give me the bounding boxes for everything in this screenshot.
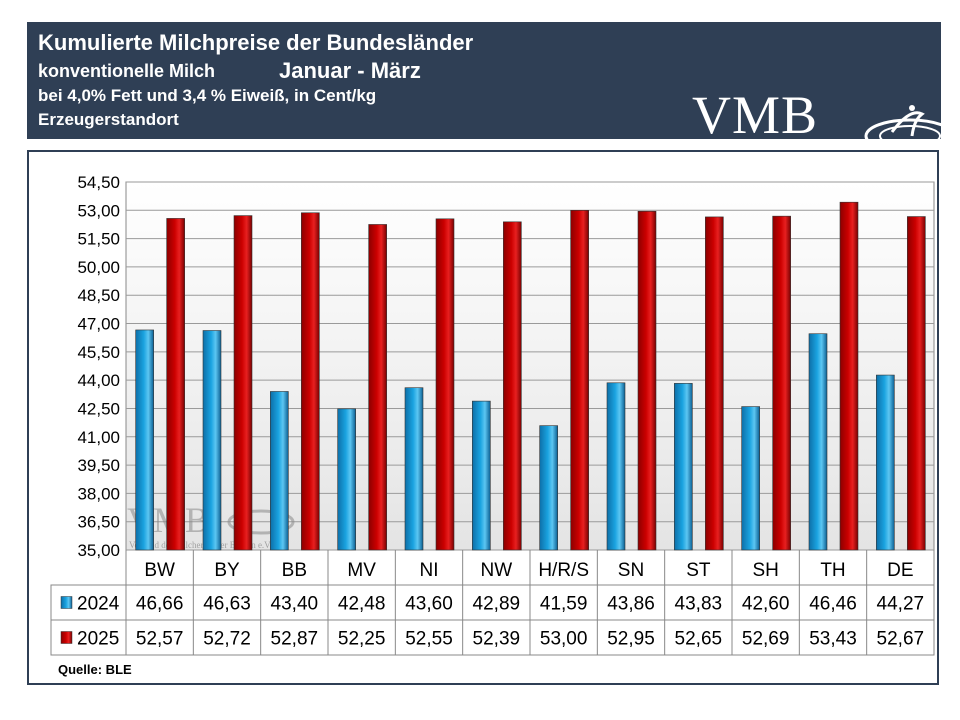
bar-2024: [270, 391, 289, 551]
data-value-2025: 52,55: [405, 629, 453, 650]
bar-2025: [570, 210, 589, 551]
data-value-2025: 52,67: [877, 629, 925, 650]
legend-swatch-2024: [60, 596, 73, 609]
subtitle-composition: bei 4,0% Fett und 3,4 % Eiweiß, in Cent/…: [38, 86, 377, 105]
bar-2024: [135, 329, 154, 551]
plot-area: [125, 181, 935, 551]
bar-2025: [839, 201, 859, 551]
data-value-2024: 42,60: [742, 594, 790, 615]
data-value-2024: 46,63: [203, 594, 251, 615]
subtitle-milk-type: konventionelle Milch: [38, 61, 216, 81]
data-value-2025: 52,25: [338, 629, 386, 650]
bar-2025: [435, 218, 455, 551]
bar-2025: [166, 218, 185, 551]
legend-label-2025: 2025: [77, 629, 119, 650]
bar-2024: [674, 383, 693, 551]
x-category-label: NI: [420, 560, 439, 581]
legend-label-2024: 2024: [77, 594, 120, 615]
data-value-2025: 52,95: [607, 629, 655, 650]
bar-2025: [301, 212, 320, 551]
data-value-2024: 46,66: [136, 594, 184, 615]
y-tick-label: 50,00: [77, 258, 120, 277]
y-tick-label: 48,50: [77, 286, 120, 305]
x-category-label: NW: [481, 560, 513, 581]
x-category-label: BB: [282, 560, 307, 581]
legend-swatch-2025: [60, 631, 73, 644]
data-value-2024: 43,60: [405, 594, 453, 615]
bar-2024: [606, 382, 626, 551]
bar-2024: [741, 406, 760, 551]
bar-2025: [705, 216, 724, 551]
bar-2025: [772, 215, 791, 551]
data-value-2025: 52,57: [136, 629, 184, 650]
x-category-label: SN: [618, 560, 644, 581]
data-value-2024: 43,40: [271, 594, 319, 615]
data-value-2025: 52,72: [203, 629, 251, 650]
bar-2025: [233, 215, 253, 551]
period-label: Januar - März: [279, 58, 421, 83]
bar-2024: [539, 425, 558, 551]
subtitle-location: Erzeugerstandort: [38, 110, 179, 129]
y-tick-label: 36,50: [77, 513, 120, 532]
y-tick-label: 45,50: [77, 343, 120, 362]
bar-2024: [404, 387, 424, 551]
chart-panel: 35,00 36,50 38,00 39,50 41,00 42,50 44,00 45,50…: [27, 150, 939, 685]
x-category-label: H/R/S: [538, 560, 589, 581]
source-note: Quelle: BLE: [58, 662, 132, 677]
x-category-label: SH: [752, 560, 778, 581]
data-value-2025: 52,69: [742, 629, 790, 650]
data-value-2024: 41,59: [540, 594, 588, 615]
bar-2024: [472, 400, 491, 551]
y-tick-label: 47,00: [77, 315, 120, 334]
bar-2025: [907, 216, 926, 551]
y-tick-label: 51,50: [77, 230, 120, 249]
header-banner: Kumulierte Milchpreise der Bundesländer …: [27, 22, 956, 154]
data-value-2025: 52,65: [675, 629, 723, 650]
bar-2024: [202, 330, 222, 551]
data-value-2025: 53,43: [809, 629, 857, 650]
x-category-label: BW: [144, 560, 175, 581]
y-tick-label: 38,00: [77, 484, 120, 503]
y-tick-label: 53,00: [77, 201, 120, 220]
y-tick-label: 39,50: [77, 456, 120, 475]
page-title: Kumulierte Milchpreise der Bundesländer: [38, 30, 474, 55]
bar-2024: [337, 408, 356, 551]
x-category-label: BY: [214, 560, 240, 581]
data-value-2024: 43,86: [607, 594, 655, 615]
y-tick-label: 41,00: [77, 428, 120, 447]
y-tick-label: 54,50: [77, 173, 120, 192]
data-value-2024: 46,46: [809, 594, 857, 615]
bar-2025: [637, 210, 657, 551]
data-value-2025: 52,39: [473, 629, 521, 650]
bar-2025: [503, 221, 522, 551]
x-category-label: ST: [686, 560, 711, 581]
data-value-2025: 53,00: [540, 629, 588, 650]
data-value-2025: 52,87: [271, 629, 319, 650]
bar-chart: 35,00 36,50 38,00 39,50 41,00 42,50 44,00 45,50…: [50, 173, 935, 656]
x-category-label: MV: [347, 560, 376, 581]
watermark-mark-icon: [227, 509, 295, 535]
bar-2025: [368, 224, 387, 551]
data-value-2024: 42,48: [338, 594, 386, 615]
y-tick-label: 44,00: [77, 371, 120, 390]
watermark-caption: Verband der Milcherzeuger Bayern e.V.: [129, 540, 272, 550]
data-value-2024: 44,27: [877, 594, 925, 615]
x-category-label: TH: [820, 560, 845, 581]
x-category-label: DE: [887, 560, 913, 581]
y-tick-label: 35,00: [77, 541, 120, 560]
vmb-logo: VMB: [692, 85, 819, 145]
bar-2024: [808, 333, 828, 551]
y-tick-label: 42,50: [77, 399, 120, 418]
data-value-2024: 42,89: [473, 594, 521, 615]
bar-2024: [876, 374, 895, 551]
data-value-2024: 43,83: [675, 594, 723, 615]
